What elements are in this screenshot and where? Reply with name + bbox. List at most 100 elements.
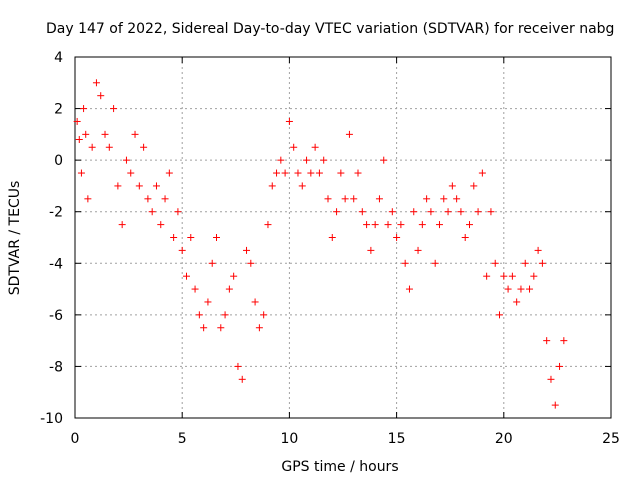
data-point (530, 272, 538, 280)
data-point (88, 143, 96, 151)
data-point (148, 208, 156, 216)
data-point (465, 221, 473, 229)
data-point (461, 234, 469, 241)
data-point (358, 208, 366, 216)
data-point (311, 143, 319, 151)
data-point (418, 221, 426, 229)
plot-frame (74, 56, 612, 419)
data-point (431, 259, 439, 267)
data-point (230, 272, 238, 280)
data-point (144, 195, 152, 203)
data-point (560, 337, 568, 345)
data-point (350, 195, 358, 203)
data-point (195, 311, 203, 319)
x-tick-label: 25 (602, 431, 620, 447)
data-point (251, 298, 259, 306)
data-point (320, 156, 328, 164)
x-tick-label: 20 (495, 431, 513, 447)
x-tick-label: 15 (388, 431, 406, 447)
data-point (363, 221, 371, 229)
data-point (165, 169, 173, 177)
data-point (333, 208, 341, 216)
data-points (73, 79, 568, 409)
data-point (388, 208, 396, 216)
data-point (371, 221, 379, 229)
data-point (131, 130, 139, 138)
data-point (114, 182, 122, 190)
y-tick-label: -10 (40, 411, 63, 427)
x-axis-label: GPS time / hours (281, 459, 398, 475)
data-point (161, 195, 169, 203)
data-point (101, 130, 109, 138)
data-point (243, 246, 251, 254)
data-point (440, 195, 448, 203)
data-point (547, 375, 555, 383)
data-point (448, 182, 456, 190)
data-point (328, 234, 336, 241)
y-axis-label: SDTVAR / TECUs (7, 181, 23, 296)
data-point (354, 169, 362, 177)
data-point (556, 362, 564, 370)
y-tick-label: -6 (49, 308, 63, 324)
data-point (345, 130, 353, 138)
data-point (298, 182, 306, 190)
data-point (337, 169, 345, 177)
data-point (551, 401, 559, 409)
data-point (401, 259, 409, 267)
data-point (504, 285, 512, 293)
x-tick-label: 0 (71, 431, 80, 447)
data-point (92, 79, 100, 87)
y-tick-label: -2 (49, 205, 63, 221)
data-point (204, 298, 212, 306)
data-point (273, 169, 281, 177)
data-point (277, 156, 285, 164)
y-tick-label: -4 (49, 256, 63, 272)
data-point (208, 259, 216, 267)
data-point (375, 195, 383, 203)
data-point (435, 221, 443, 229)
y-tick-label: 4 (54, 50, 63, 66)
y-tick-label: -8 (49, 359, 63, 375)
data-point (500, 272, 508, 280)
data-point (427, 208, 435, 216)
data-point (393, 234, 401, 241)
data-point (457, 208, 465, 216)
data-point (170, 234, 178, 241)
data-point (517, 285, 525, 293)
data-point (444, 208, 452, 216)
data-point (521, 259, 529, 267)
data-point (174, 208, 182, 216)
data-point (178, 246, 186, 254)
data-point (118, 221, 126, 229)
data-point (423, 195, 431, 203)
data-point (234, 362, 242, 370)
data-point (483, 272, 491, 280)
data-point (470, 182, 478, 190)
data-point (135, 182, 143, 190)
data-point (474, 208, 482, 216)
data-point (341, 195, 349, 203)
data-point (238, 375, 246, 383)
data-point (122, 156, 130, 164)
data-point (526, 285, 534, 293)
data-point (105, 143, 113, 151)
data-point (217, 324, 225, 332)
data-point (405, 285, 413, 293)
data-point (187, 234, 195, 241)
grid (75, 57, 611, 418)
data-point (80, 105, 88, 113)
data-point (285, 117, 293, 125)
data-point (453, 195, 461, 203)
data-point (82, 130, 90, 138)
chart-title: Day 147 of 2022, Sidereal Day-to-day VTE… (46, 21, 614, 37)
data-point (315, 169, 323, 177)
data-point (75, 136, 83, 144)
data-point (73, 117, 81, 125)
data-point (182, 272, 190, 280)
data-point (294, 169, 302, 177)
data-point (255, 324, 263, 332)
data-point (200, 324, 208, 332)
data-point (84, 195, 92, 203)
data-point (496, 311, 504, 319)
